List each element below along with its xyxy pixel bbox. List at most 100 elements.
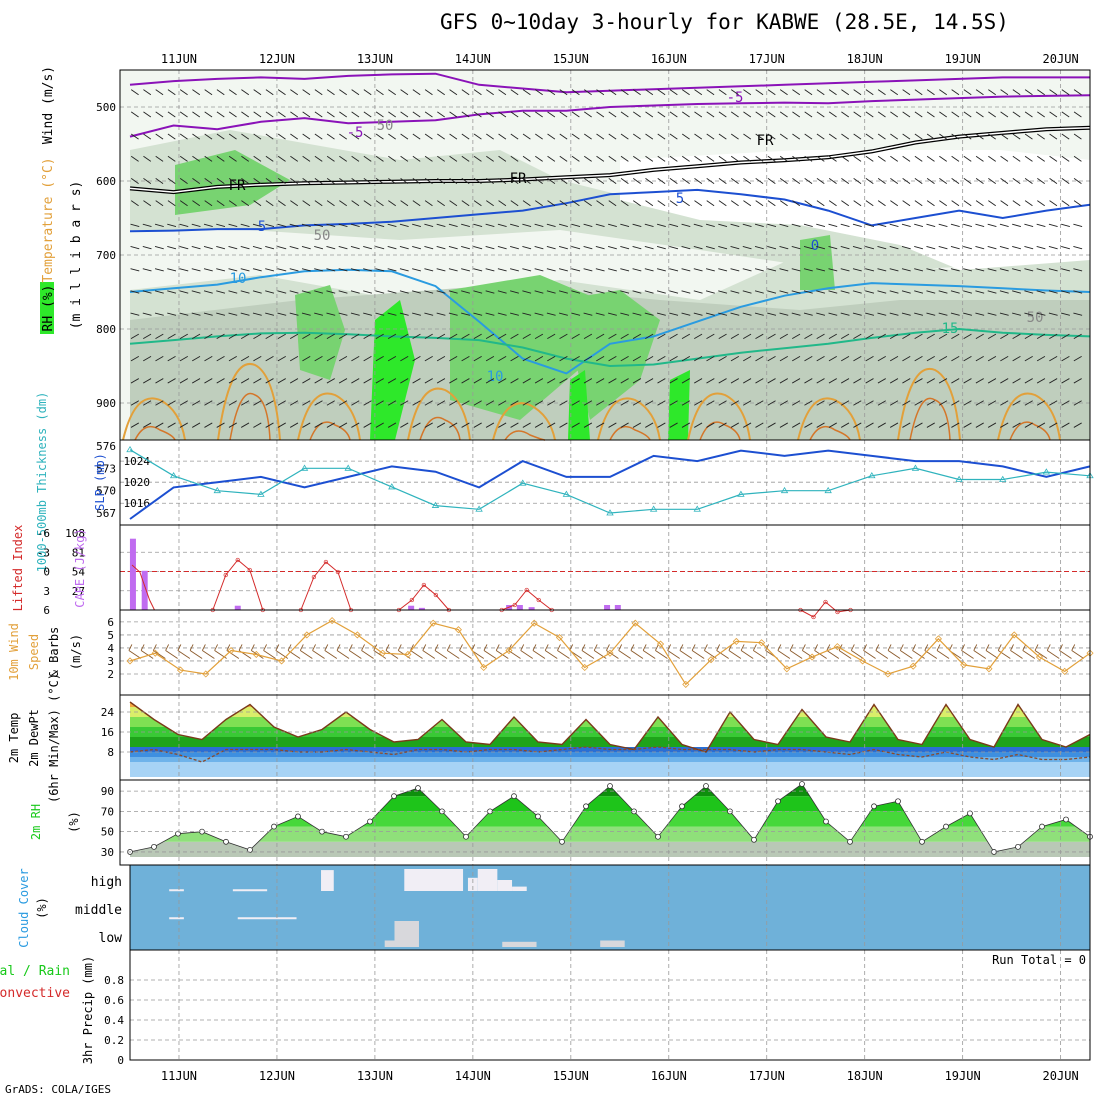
thickness-point	[388, 483, 396, 490]
wind-barb	[743, 111, 752, 118]
wind-barb	[743, 89, 752, 96]
wind-barb	[547, 355, 556, 362]
wind-barb	[975, 333, 984, 340]
wind-barb	[645, 155, 654, 162]
wind-barb	[1073, 290, 1083, 294]
wind-barb	[424, 378, 433, 384]
wind-barb	[375, 200, 384, 207]
contour-label: 0	[811, 238, 819, 254]
contour-label: FR	[757, 133, 774, 149]
wind-barb	[914, 89, 923, 96]
wind-barb	[436, 400, 446, 406]
wind-barb	[191, 246, 201, 250]
wind-speed-point	[429, 619, 437, 627]
wind-barb	[620, 378, 629, 384]
wind10-label: Speed	[27, 634, 41, 670]
wind-barb	[705, 223, 715, 227]
wind-barb	[963, 89, 972, 96]
wind-barb	[645, 89, 654, 96]
wind-barb	[461, 111, 470, 118]
wind-barb	[755, 400, 764, 406]
wind-barb	[669, 378, 678, 384]
wind-barb	[179, 268, 189, 272]
wind-speed-point	[530, 619, 538, 627]
wind-barb	[387, 355, 397, 362]
wind-barb	[449, 422, 458, 428]
wind-barb	[657, 133, 666, 140]
wind-barb	[657, 155, 666, 162]
wind-speed-point	[227, 646, 235, 655]
wind-barb	[706, 200, 715, 207]
wind10-barb	[544, 650, 558, 659]
wind10-barb-flag	[899, 644, 904, 651]
wind-barb	[951, 355, 960, 362]
wind-barb	[338, 290, 348, 294]
wind-barb	[510, 268, 519, 272]
wind-barb	[1048, 246, 1058, 250]
wind-barb	[852, 290, 862, 294]
wind-barb	[216, 89, 225, 96]
wind-speed-line	[129, 619, 1091, 686]
wind-barb	[1024, 111, 1033, 118]
wind-barb	[595, 290, 605, 294]
thickness-point	[868, 472, 876, 479]
wind-barb	[1000, 378, 1009, 384]
wind-barb	[950, 312, 960, 316]
wind-barb	[424, 178, 433, 184]
wind-barb	[889, 268, 899, 272]
wind-barb	[730, 111, 739, 118]
wind-barb	[767, 378, 776, 384]
wind-barb	[228, 200, 237, 207]
wind-barb	[448, 268, 458, 272]
cloud-background	[130, 865, 1090, 950]
wind-barb	[1036, 378, 1046, 384]
wind10-barb-flag	[459, 644, 463, 651]
wind-barb	[449, 89, 458, 96]
wind-barb	[902, 378, 911, 384]
wind-barb	[437, 178, 445, 184]
wind-barb	[571, 400, 580, 406]
wind-barb	[449, 333, 458, 340]
wind-barb	[522, 178, 531, 184]
wind-barb	[387, 223, 397, 227]
wind10-barb	[851, 650, 864, 659]
cloud-low-block	[394, 921, 419, 947]
isotherm-line	[129, 268, 1091, 375]
wind10-barb	[373, 650, 387, 659]
wind-barb	[375, 422, 384, 428]
wind-barb	[975, 400, 984, 406]
wind-barb	[289, 290, 299, 294]
wind-barb	[804, 178, 813, 184]
rh-shade-90	[175, 150, 290, 215]
wind-barb	[534, 312, 544, 316]
wind-barb	[375, 333, 384, 340]
wind-barb	[522, 290, 532, 294]
wind10-barb-flag	[422, 644, 427, 651]
wind-barb	[192, 89, 201, 96]
wind-barb	[265, 378, 274, 384]
wind-barb	[290, 155, 299, 162]
wind-barb	[498, 178, 507, 184]
contour-label: FR	[229, 178, 246, 194]
isotherm-freezing-inner	[129, 126, 1091, 193]
wind-barb	[1036, 246, 1046, 250]
wind-barb	[792, 133, 801, 140]
wind10-barb-flag	[397, 644, 402, 651]
wind-barb	[326, 290, 336, 294]
wind-barb	[387, 246, 397, 250]
wind-barb	[461, 422, 470, 428]
wind-barb	[265, 312, 275, 316]
wind-barb	[228, 178, 237, 184]
wind-barb	[730, 133, 739, 140]
wind-barb	[620, 355, 629, 362]
wind-barb	[314, 333, 323, 340]
wind-barb	[988, 133, 996, 140]
wind-barb	[608, 89, 617, 96]
wind-barb	[1073, 223, 1083, 227]
cape-bar	[129, 538, 136, 610]
wind10-barb	[312, 650, 325, 659]
wind10-barb	[998, 650, 1011, 659]
wind-barb	[1037, 178, 1045, 184]
wind-barb	[338, 422, 348, 428]
rh-shade-95	[668, 370, 690, 440]
